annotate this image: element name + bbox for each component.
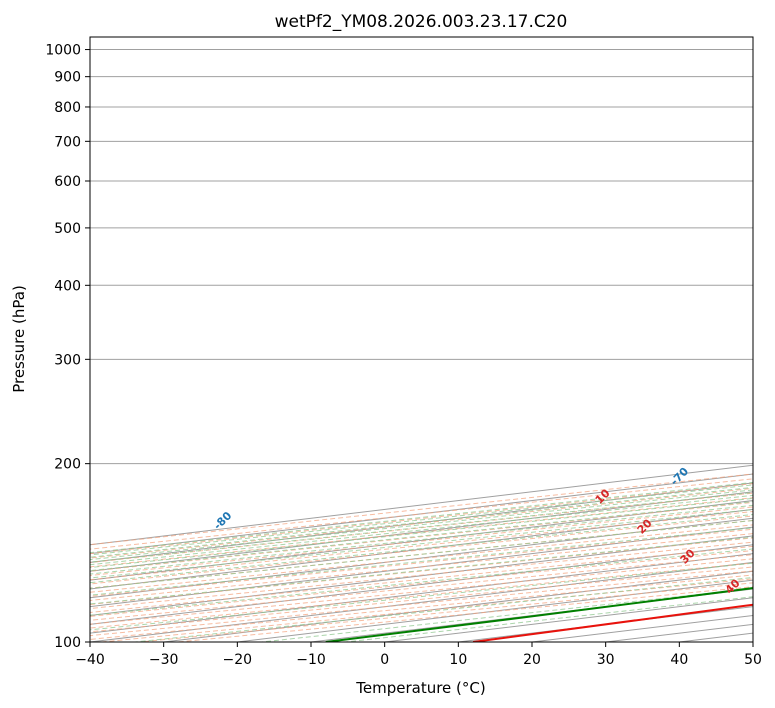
x-tick-label: −40: [75, 652, 105, 668]
y-axis-title: Pressure (hPa): [10, 285, 28, 393]
x-tick-label: 50: [744, 652, 762, 668]
isotherm-line: [90, 500, 753, 581]
x-tick-label: 30: [597, 652, 615, 668]
y-tick-label: 100: [54, 635, 81, 651]
y-tick-label: 800: [54, 100, 81, 116]
x-tick-label: −10: [296, 652, 326, 668]
plot-frame: [89, 36, 754, 643]
y-axis-ticks: 100 200 300 400 500 600 700 800 900 1000: [45, 43, 90, 651]
x-tick-label: 40: [670, 652, 688, 668]
isotherm-line: [752, 641, 753, 642]
chart-title: wetPf2_YM08.2026.003.23.17.C20: [275, 12, 568, 32]
y-tick-label: 300: [54, 352, 81, 368]
x-axis-ticks: −40 −30 −20 −10 0 10 20 30 40 50: [75, 642, 762, 668]
isotherm-line: [90, 535, 753, 616]
y-tick-label: 400: [54, 278, 81, 294]
x-tick-label: 20: [523, 652, 541, 668]
y-tick-label: 600: [54, 174, 81, 190]
isotherm-line: [90, 491, 753, 572]
y-tick-label: 1000: [45, 43, 81, 59]
y-tick-label: 200: [54, 457, 81, 473]
x-tick-label: 10: [449, 652, 467, 668]
y-tick-label: 500: [54, 221, 81, 237]
isotherm-line: [90, 508, 753, 590]
x-tick-label: −20: [223, 652, 253, 668]
x-tick-label: 0: [380, 652, 389, 668]
x-axis-title: Temperature (°C): [355, 679, 485, 697]
y-tick-label: 900: [54, 70, 81, 86]
x-tick-label: −30: [149, 652, 179, 668]
y-tick-label: 700: [54, 134, 81, 150]
pressure-grid: [90, 49, 753, 642]
plot-border: [89, 36, 754, 643]
isotherm-line: [90, 517, 753, 599]
